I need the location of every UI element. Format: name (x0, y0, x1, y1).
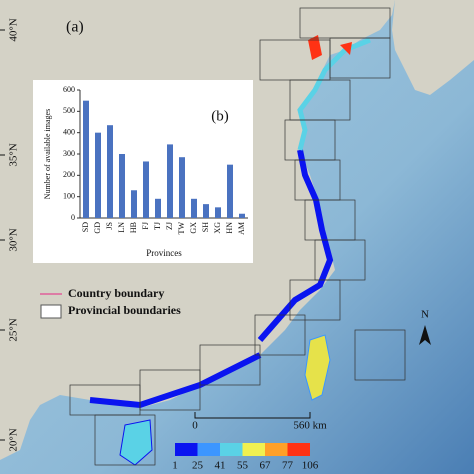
colorbar-segment (287, 443, 310, 456)
colorbar-label: 41 (215, 460, 226, 472)
x-tick-label: SD (81, 222, 90, 232)
y-tick-label: 400 (63, 127, 75, 136)
colorbar-segment (175, 443, 198, 456)
bar (167, 144, 173, 218)
x-tick-label: XG (213, 222, 222, 234)
x-tick-label: FJ (141, 222, 150, 230)
bar (107, 125, 113, 218)
colorbar: 1 25 41 55 67 77 106 (172, 443, 319, 472)
x-tick-label: TJ (153, 222, 162, 230)
colorbar-segment (197, 443, 220, 456)
panel-label: (b) (211, 108, 229, 124)
legend: Country boundary Provincial boundaries (40, 286, 181, 319)
bar (227, 164, 233, 218)
colorbar-label: 55 (237, 460, 249, 472)
y-tick-label: 200 (63, 170, 75, 179)
bar (131, 190, 137, 218)
bar (215, 207, 221, 218)
latitude-labels: 40°N 35°N 30°N 25°N 20°N (0, 18, 20, 452)
legend-box (40, 304, 62, 319)
x-tick-label: GD (93, 222, 102, 234)
x-tick-label: TW (177, 222, 186, 235)
y-tick-label: 600 (63, 85, 75, 94)
scale-label: 560 km (293, 420, 327, 432)
y-axis-title: Number of available images (43, 109, 52, 199)
image-grid (69, 7, 406, 466)
y-tick-label: 0 (71, 213, 75, 222)
hainan (119, 419, 153, 466)
north-arrow: N (419, 309, 431, 345)
hotspot (308, 35, 352, 60)
colorbar-label: 1 (172, 460, 178, 472)
coast-highlight (257, 149, 334, 342)
coast-highlight (89, 352, 262, 409)
x-tick-label: HN (225, 222, 234, 234)
colorbar-label: 77 (282, 460, 294, 472)
x-tick-label: LN (117, 222, 126, 233)
bar (239, 213, 245, 218)
latitude-label: 25°N (8, 318, 20, 341)
colorbar-segment (265, 443, 288, 456)
latitude-label: 40°N (8, 18, 20, 41)
taiwan (304, 334, 331, 401)
colorbar-label: 106 (302, 460, 319, 472)
x-axis-title: Provinces (146, 248, 182, 258)
colorbar-segment (220, 443, 243, 456)
colorbar-label: 25 (192, 460, 204, 472)
y-tick-label: 500 (63, 106, 75, 115)
x-tick-label: GX (189, 222, 198, 234)
korea (392, 0, 474, 95)
panel-label: (a) (66, 19, 84, 36)
bar (179, 157, 185, 218)
latitude-label: 30°N (8, 228, 20, 251)
latitude-label: 35°N (8, 143, 20, 166)
legend-label: Country boundary (68, 286, 164, 300)
north-label: N (421, 309, 429, 321)
scale-label: 0 (192, 420, 198, 432)
x-tick-label: JS (105, 222, 114, 230)
y-tick-label: 300 (63, 149, 75, 158)
x-tick-label: AM (237, 222, 246, 235)
inset-chart: 0 100 200 300 400 500 600 SD GD JS LN HB FJ TJ ZJ TW GX S… (43, 85, 248, 258)
legend-label: Provincial boundaries (68, 303, 181, 317)
bar (203, 204, 209, 218)
scale-bar: 0 560 km (192, 412, 327, 432)
bar (155, 198, 161, 218)
y-tick-label: 100 (63, 191, 75, 200)
x-tick-label: HB (129, 222, 138, 233)
scale-line (194, 412, 311, 419)
colorbar-segment (242, 443, 265, 456)
x-tick-label: ZJ (165, 222, 174, 230)
bar (119, 154, 125, 218)
x-tick-label: SH (201, 222, 210, 232)
bar (95, 132, 101, 218)
arrow (419, 325, 431, 345)
latitude-label: 20°N (8, 428, 20, 451)
bar (143, 161, 149, 218)
bar (191, 198, 197, 218)
colorbar-label: 67 (260, 460, 272, 472)
bar (83, 100, 89, 218)
